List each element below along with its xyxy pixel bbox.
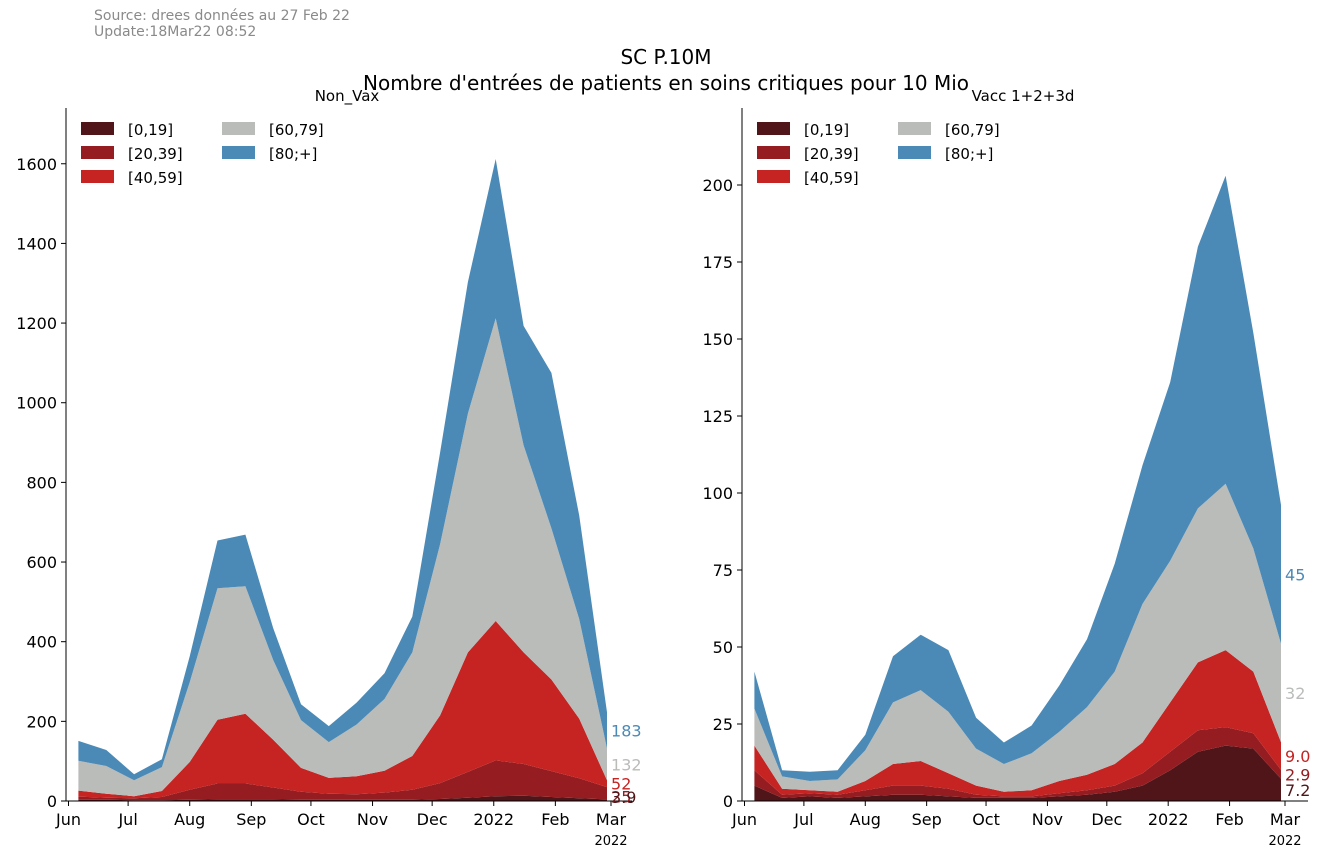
y-tick-label: 1400 <box>16 234 57 253</box>
legend-swatch <box>757 122 790 135</box>
legend-swatch <box>757 146 790 159</box>
end-value-label: 32 <box>1285 684 1305 703</box>
x-tick-label: Jul <box>793 810 813 829</box>
area-40-59 <box>78 621 607 799</box>
area-80 <box>78 159 607 781</box>
y-tick-label: 600 <box>26 553 57 572</box>
legend-label: [40,59] <box>804 169 859 187</box>
y-tick-label: 175 <box>702 253 733 272</box>
end-value-label: 2.9 <box>1285 765 1310 784</box>
y-tick-label: 0 <box>723 792 733 811</box>
end-value-label: 183 <box>611 721 642 740</box>
legend: [0,19] [20,39] [40,59] [60,79] [80;+] <box>81 121 324 187</box>
legend-label: [20,39] <box>128 145 183 163</box>
legend-swatch <box>222 122 255 135</box>
source-line: Source: drees données au 27 Feb 22 <box>94 8 350 24</box>
x-tick-label: Dec <box>417 810 448 829</box>
x-tick-label: Jun <box>731 810 757 829</box>
x-tick-label: 2022 <box>1148 810 1189 829</box>
x-sublabel: 2022 <box>1268 834 1301 849</box>
y-tick-label: 125 <box>702 407 733 426</box>
area-20-39 <box>754 727 1281 798</box>
legend-label: [80;+] <box>945 145 993 163</box>
end-value-label: 25 <box>611 788 631 807</box>
legend-swatch <box>222 146 255 159</box>
title-line-1: SC P.10M <box>620 45 712 69</box>
legend-label: [60,79] <box>945 121 1000 139</box>
x-tick-label: Sep <box>912 810 942 829</box>
end-value-label: 3.9 <box>611 788 636 807</box>
y-tick-label: 75 <box>713 561 733 580</box>
panel-title: Non_Vax <box>315 87 380 106</box>
panel-title: Vacc 1+2+3d <box>972 87 1075 105</box>
x-tick-label: Aug <box>850 810 881 829</box>
area-80 <box>754 175 1281 782</box>
x-tick-label: Feb <box>541 810 569 829</box>
x-tick-label: 2022 <box>473 810 514 829</box>
area-60-79 <box>78 318 607 797</box>
y-tick-label: 25 <box>713 715 733 734</box>
x-tick-label: Sep <box>236 810 266 829</box>
area-0-19 <box>78 795 607 801</box>
y-tick-label: 150 <box>702 330 733 349</box>
legend-label: [80;+] <box>269 145 317 163</box>
x-tick-label: Nov <box>357 810 388 829</box>
legend-label: [40,59] <box>128 169 183 187</box>
y-tick-label: 100 <box>702 484 733 503</box>
legend-label: [0,19] <box>804 121 849 139</box>
area-40-59 <box>754 650 1281 797</box>
chart-panel-2: 0 25 50 75 100 125 150 175 200 Jun Jul Aug Sep Oct Nov… <box>702 87 1310 849</box>
x-tick-label: Nov <box>1032 810 1063 829</box>
legend-label: [60,79] <box>269 121 324 139</box>
x-tick-label: Oct <box>297 810 325 829</box>
legend-label: [20,39] <box>804 145 859 163</box>
x-tick-label: Oct <box>972 810 1000 829</box>
x-tick-label: Jun <box>55 810 81 829</box>
legend-swatch <box>898 122 931 135</box>
y-tick-label: 0 <box>47 792 57 811</box>
x-tick-label: Feb <box>1215 810 1243 829</box>
end-value-label: 52 <box>611 775 631 794</box>
area-20-39 <box>78 760 607 801</box>
x-tick-label: Aug <box>174 810 205 829</box>
legend-swatch <box>898 146 931 159</box>
x-tick-label: Jul <box>117 810 137 829</box>
legend-swatch <box>81 170 114 183</box>
legend-label: [0,19] <box>128 121 173 139</box>
source-note: Source: drees données au 27 Feb 22 Updat… <box>94 8 350 40</box>
end-value-label: 132 <box>611 755 642 774</box>
end-value-label: 45 <box>1285 565 1305 584</box>
figure-title: SC P.10M Nombre d'entrées de patients en… <box>0 44 1318 96</box>
x-tick-label: Mar <box>1270 810 1301 829</box>
legend-swatch <box>81 146 114 159</box>
y-tick-label: 400 <box>26 633 57 652</box>
chart-panel-1: 0 200 400 600 800 1000 1200 1400 1600 Jun Jul Aug Se… <box>16 87 641 849</box>
end-value-label: 7.2 <box>1285 781 1310 800</box>
area-0-19 <box>754 745 1281 801</box>
x-tick-label: Dec <box>1091 810 1122 829</box>
update-line: Update:18Mar22 08:52 <box>94 24 257 40</box>
x-sublabel: 2022 <box>594 834 627 849</box>
area-60-79 <box>754 483 1281 792</box>
y-tick-label: 1200 <box>16 314 57 333</box>
x-tick-label: Mar <box>596 810 627 829</box>
y-tick-label: 800 <box>26 473 57 492</box>
y-tick-label: 1600 <box>16 155 57 174</box>
legend-swatch <box>757 170 790 183</box>
y-tick-label: 200 <box>702 176 733 195</box>
y-tick-label: 1000 <box>16 394 57 413</box>
y-tick-label: 200 <box>26 712 57 731</box>
end-value-label: 9.0 <box>1285 747 1310 766</box>
legend-swatch <box>81 122 114 135</box>
legend: [0,19] [20,39] [40,59] [60,79] [80;+] <box>757 121 1000 187</box>
title-line-2: Nombre d'entrées de patients en soins cr… <box>363 71 969 95</box>
y-tick-label: 50 <box>713 638 733 657</box>
